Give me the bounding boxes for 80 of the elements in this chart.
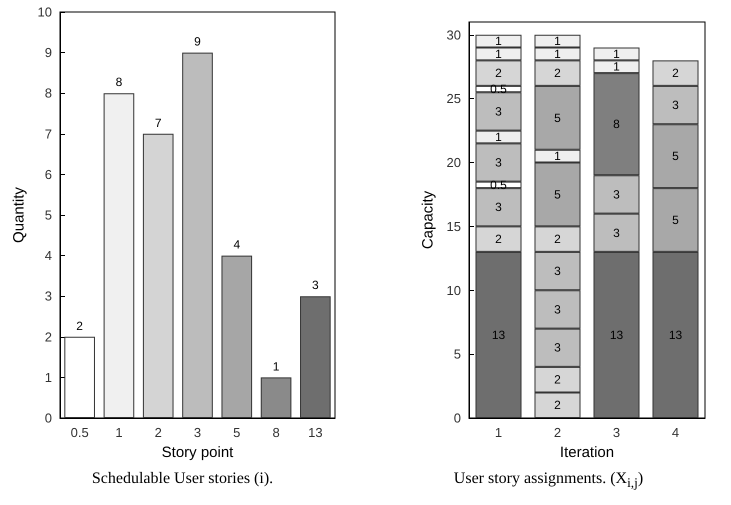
data-label: 5 — [554, 110, 562, 125]
y-axis-title: Quantity — [10, 186, 28, 243]
x-tick-label: 5 — [233, 425, 240, 440]
x-tick-label: 1 — [115, 425, 123, 440]
x-tick-label: 0.5 — [70, 425, 89, 440]
data-label: 7 — [154, 116, 162, 130]
data-label: 3 — [312, 278, 320, 292]
x-tick-label: 3 — [194, 425, 202, 440]
y-tick-label: 15 — [446, 218, 461, 234]
data-label: 3 — [495, 200, 502, 214]
data-label: 13 — [668, 328, 682, 342]
bar — [182, 52, 213, 418]
data-label: 5 — [672, 149, 680, 164]
data-label: 1 — [495, 46, 502, 61]
data-label: 13 — [610, 328, 624, 342]
data-label: 2 — [495, 66, 502, 80]
x-axis-title: Iteration — [560, 444, 614, 461]
data-label: 1 — [495, 130, 502, 144]
y-tick-label: 6 — [44, 166, 52, 182]
y-tick-label: 20 — [446, 155, 461, 170]
y-tick-label: 10 — [38, 4, 52, 20]
y-tick-label: 2 — [44, 329, 52, 344]
y-tick-label: 10 — [446, 282, 461, 298]
bar — [104, 93, 134, 418]
data-label: 2 — [76, 318, 84, 333]
x-tick-label: 8 — [272, 425, 280, 440]
data-label: 3 — [672, 98, 680, 112]
text: User story assignments. (X$_{i,j}$) — [452, 470, 644, 492]
x-tick-label: 13 — [308, 425, 323, 440]
y-tick-label: 0 — [454, 410, 461, 426]
y-tick-label: 30 — [446, 27, 461, 42]
y-tick-label: 1 — [44, 370, 52, 385]
data-label: 1 — [554, 149, 562, 164]
data-label: 5 — [554, 187, 562, 202]
data-label: 2 — [495, 232, 502, 246]
data-label: 2 — [672, 66, 680, 80]
data-label: 3 — [495, 156, 502, 170]
y-tick-label: 0 — [44, 410, 52, 426]
data-label: 3 — [554, 340, 562, 355]
y-tick-label: 7 — [44, 126, 52, 142]
data-label: 3 — [554, 264, 562, 278]
y-tick-label: 5 — [44, 208, 52, 222]
x-tick-label: 4 — [672, 425, 680, 440]
text: Schedulable User stories (i). — [90, 470, 274, 488]
data-label: 3 — [495, 104, 502, 118]
data-label: 3 — [613, 226, 620, 240]
x-tick-label: 1 — [494, 425, 502, 440]
y-tick-label: 25 — [446, 91, 461, 106]
y-tick-label: 3 — [44, 288, 52, 304]
data-label: 1 — [554, 46, 562, 61]
y-tick-label: 8 — [44, 86, 52, 101]
x-tick-label: 2 — [554, 425, 562, 440]
data-label: 2 — [554, 372, 562, 387]
data-label: 9 — [194, 34, 202, 49]
x-tick-label: 3 — [612, 425, 620, 440]
y-axis-title: Capacity — [420, 190, 437, 250]
bar — [260, 377, 292, 418]
y-tick-label: 4 — [44, 248, 52, 264]
data-label: 1 — [554, 34, 562, 48]
data-label: 1 — [613, 46, 620, 61]
bar — [221, 256, 252, 418]
y-tick-label: 5 — [454, 346, 461, 362]
bar — [142, 134, 174, 418]
y-tick-label: 9 — [44, 45, 52, 60]
data-label: 1 — [613, 60, 620, 74]
data-label: 5 — [672, 213, 680, 227]
bar — [300, 296, 331, 418]
data-label: 1 — [495, 34, 502, 48]
x-axis-title: Story point — [162, 444, 234, 461]
data-label: 8 — [116, 75, 123, 90]
x-tick-label: 2 — [154, 425, 162, 440]
data-label: 2 — [554, 66, 562, 80]
data-label: 3 — [554, 302, 562, 316]
data-label: 3 — [613, 187, 620, 202]
data-label: 4 — [233, 238, 240, 252]
data-label: 13 — [492, 328, 506, 342]
data-label: 1 — [272, 359, 280, 374]
data-label: 2 — [554, 232, 562, 246]
data-label: 2 — [554, 398, 562, 412]
data-label: 8 — [613, 117, 620, 132]
